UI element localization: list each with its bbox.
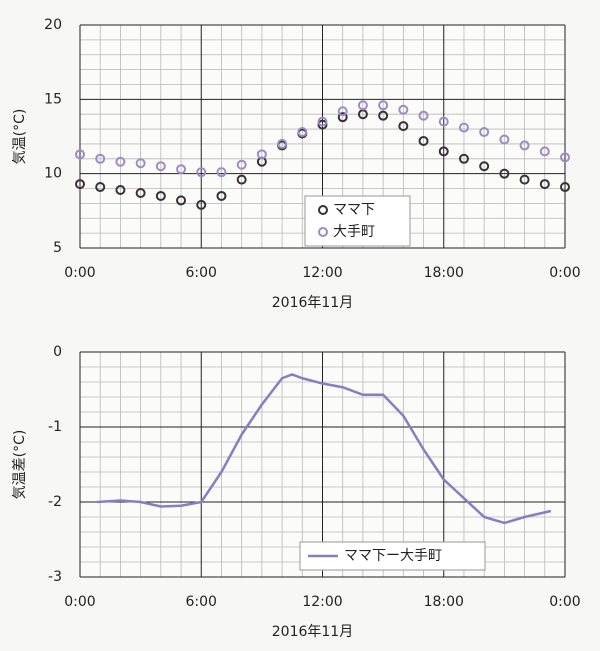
data-point — [75, 149, 85, 160]
data-point — [357, 100, 368, 111]
y-tick-label: 0 — [53, 344, 62, 360]
data-point — [539, 146, 550, 157]
x-tick-label: 6:00 — [186, 265, 217, 281]
data-point — [499, 134, 510, 145]
x-tick-label: 6:00 — [186, 594, 217, 610]
legend-marker — [318, 227, 328, 237]
data-point — [115, 156, 126, 167]
data-point — [438, 146, 449, 157]
data-point — [155, 190, 166, 201]
y-tick-label: 5 — [53, 240, 62, 256]
x-tick-label: 0:00 — [64, 265, 95, 281]
data-point — [196, 199, 207, 210]
data-point — [560, 182, 570, 193]
data-point — [196, 167, 207, 178]
y-tick-label: 10 — [44, 166, 62, 182]
x-tick-label: 0:00 — [549, 265, 580, 281]
x-tick-label: 18:00 — [424, 594, 464, 610]
legend-box — [304, 195, 411, 247]
y-tick-label: -1 — [48, 419, 62, 435]
x-tick-label: 18:00 — [424, 265, 464, 281]
data-point — [337, 106, 348, 117]
data-point — [95, 153, 106, 164]
data-point — [378, 100, 389, 111]
x-tick-label: 0:00 — [64, 594, 95, 610]
data-point — [277, 138, 288, 149]
y-axis-label: 気温(°C) — [12, 109, 28, 165]
data-point — [378, 110, 389, 121]
legend-marker — [318, 205, 328, 215]
data-point — [297, 127, 308, 138]
data-line — [97, 373, 552, 525]
data-point — [176, 195, 187, 206]
legend-label: ママ下 — [333, 202, 375, 218]
x-axis-label: 2016年11月 — [272, 295, 353, 311]
data-point — [458, 153, 469, 164]
legend-label: ママ下ー大手町 — [344, 548, 442, 564]
data-point — [438, 116, 449, 127]
data-point — [418, 110, 429, 121]
data-point — [236, 159, 247, 170]
data-point — [216, 190, 227, 201]
data-point — [317, 116, 328, 127]
data-point — [176, 164, 187, 175]
data-point — [75, 179, 85, 190]
data-point — [216, 167, 227, 178]
data-point — [418, 135, 429, 146]
data-point — [256, 149, 267, 160]
x-axis-label: 2016年11月 — [272, 624, 353, 640]
data-point — [560, 152, 570, 163]
data-point — [499, 168, 510, 179]
data-point — [519, 174, 530, 185]
data-point — [458, 122, 469, 133]
data-point — [115, 185, 126, 196]
y-tick-label: -2 — [48, 494, 62, 510]
data-point — [539, 179, 550, 190]
y-tick-label: 15 — [44, 91, 62, 107]
data-point — [337, 112, 348, 123]
data-point — [479, 127, 490, 138]
x-tick-label: 0:00 — [549, 594, 580, 610]
data-point — [135, 187, 146, 198]
legend-label: 大手町 — [333, 224, 375, 240]
data-point — [519, 140, 530, 151]
y-axis-label: 気温差(°C) — [12, 430, 28, 500]
x-tick-label: 12:00 — [302, 594, 342, 610]
data-point — [135, 158, 146, 169]
y-tick-label: 20 — [44, 17, 62, 33]
x-tick-label: 12:00 — [302, 265, 342, 281]
data-point — [236, 174, 247, 185]
data-point — [398, 104, 409, 115]
data-point — [479, 161, 490, 172]
y-tick-label: -3 — [48, 569, 62, 585]
data-point — [95, 182, 106, 193]
data-point — [398, 121, 409, 132]
data-point — [155, 161, 166, 172]
